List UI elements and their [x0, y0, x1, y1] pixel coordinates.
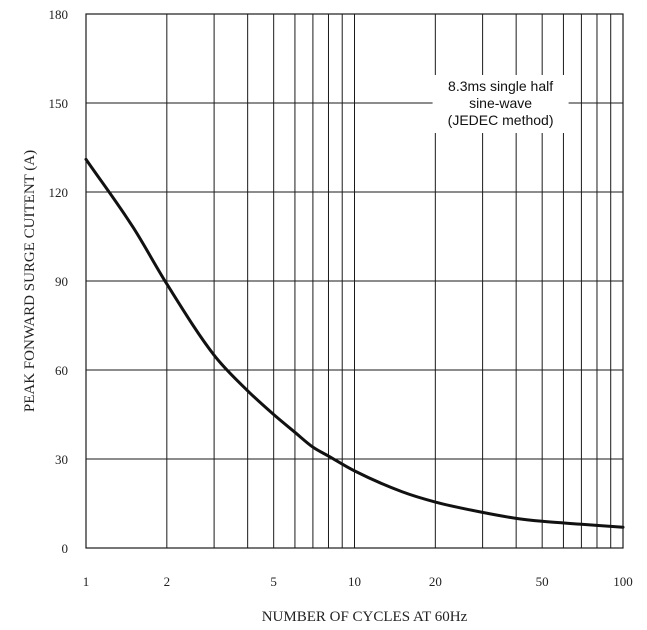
- annotation-background: [432, 75, 569, 133]
- y-tick-label: 150: [49, 96, 69, 111]
- y-axis-title: PEAK FONWARD SURGE CUITENT (A): [22, 150, 38, 412]
- y-tick-label: 120: [49, 185, 69, 200]
- x-tick-label: 100: [613, 574, 633, 589]
- y-tick-label: 90: [55, 274, 68, 289]
- y-tick-label: 180: [49, 7, 69, 22]
- y-tick-label: 30: [55, 452, 68, 467]
- y-tick-label: 60: [55, 363, 68, 378]
- x-tick-label: 10: [348, 574, 361, 589]
- plot-frame: [85, 13, 624, 549]
- x-tick-label: 1: [83, 574, 90, 589]
- x-tick-label: 50: [536, 574, 549, 589]
- annotation-line: (JEDEC method): [448, 112, 554, 128]
- x-tick-label: 20: [429, 574, 442, 589]
- series-line: [84, 157, 625, 529]
- annotation-line: sine-wave: [469, 95, 532, 111]
- annotation-line: 8.3ms single half: [448, 78, 553, 94]
- y-tick-label: 0: [62, 541, 69, 556]
- x-tick-label: 5: [270, 574, 277, 589]
- x-tick-label: 2: [164, 574, 171, 589]
- tick-labels: 1 2 5 10 20 50 100 0 30 60 90 120 150 180: [49, 7, 633, 589]
- x-axis-title: NUMBER OF CYCLES AT 60Hz: [262, 609, 468, 625]
